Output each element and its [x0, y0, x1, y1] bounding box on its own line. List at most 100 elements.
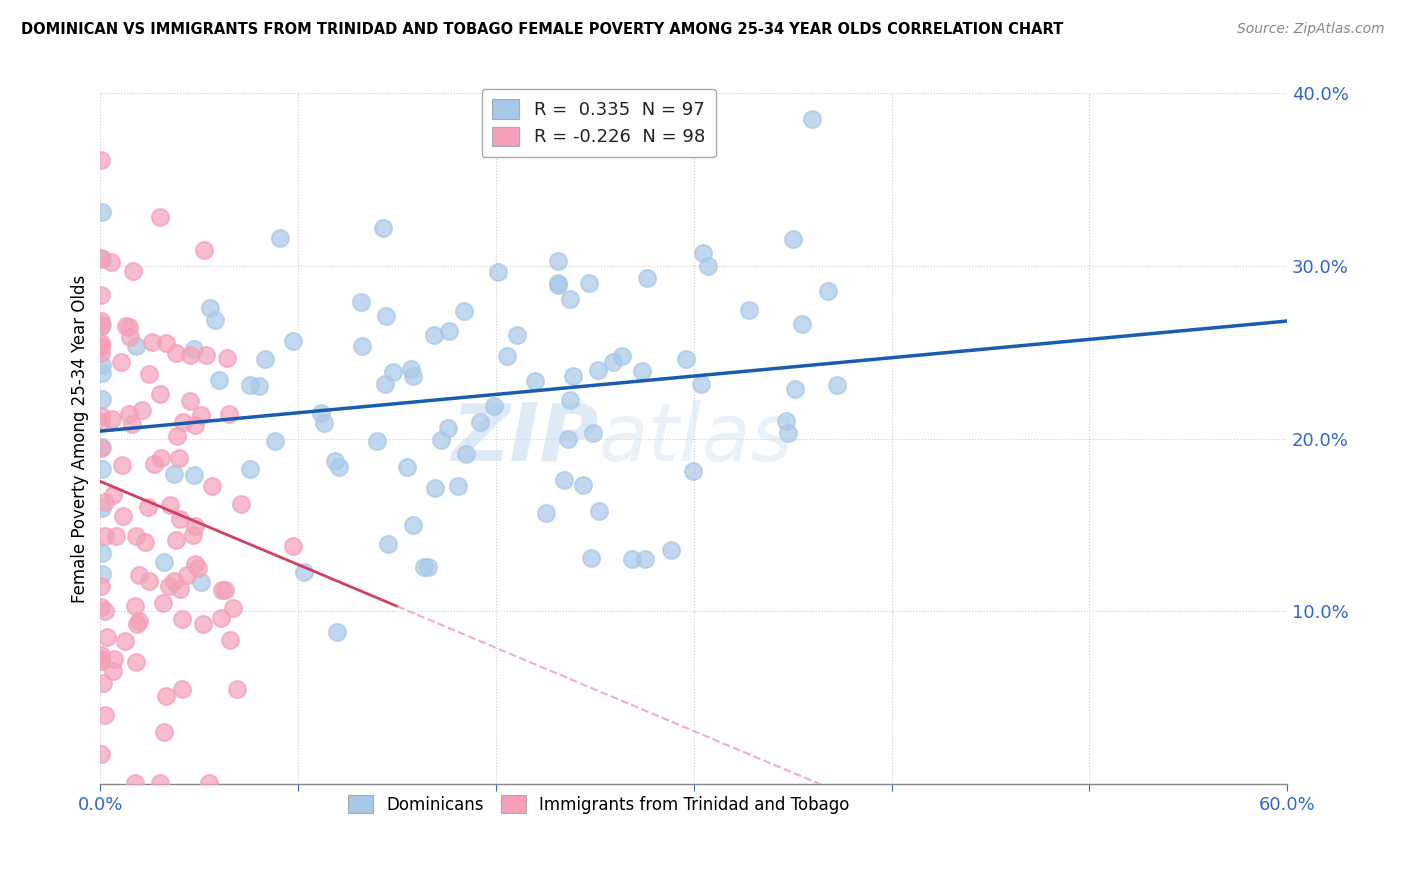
Point — [91, 318, 114, 332]
Point — [193, 243, 215, 257]
Point — [100, 412, 122, 426]
Point — [131, 402, 153, 417]
Point — [118, 407, 141, 421]
Point — [136, 500, 159, 515]
Point — [560, 393, 582, 408]
Point — [328, 460, 350, 475]
Point — [402, 368, 425, 383]
Point — [134, 535, 156, 549]
Point — [578, 276, 600, 290]
Point — [150, 450, 173, 465]
Point — [125, 339, 148, 353]
Point — [323, 454, 346, 468]
Point — [125, 528, 148, 542]
Point — [103, 488, 125, 502]
Point — [371, 221, 394, 235]
Point — [121, 417, 143, 431]
Point — [194, 348, 217, 362]
Point — [690, 376, 713, 391]
Point — [118, 320, 141, 334]
Text: atlas: atlas — [599, 400, 793, 477]
Point — [122, 264, 145, 278]
Point — [682, 464, 704, 478]
Point — [239, 377, 262, 392]
Point — [91, 252, 114, 266]
Point — [100, 255, 122, 269]
Point — [254, 351, 277, 366]
Point — [547, 277, 569, 292]
Point — [447, 479, 470, 493]
Point — [172, 681, 194, 696]
Point — [111, 458, 134, 472]
Point — [94, 604, 117, 618]
Point — [281, 540, 304, 554]
Point — [602, 354, 624, 368]
Point — [562, 369, 585, 384]
Point — [118, 330, 141, 344]
Point — [374, 376, 396, 391]
Point — [181, 528, 204, 542]
Point — [586, 362, 609, 376]
Point — [395, 460, 418, 475]
Point — [176, 568, 198, 582]
Point — [155, 335, 177, 350]
Point — [193, 616, 215, 631]
Point — [620, 551, 643, 566]
Point — [423, 481, 446, 495]
Point — [631, 364, 654, 378]
Point — [581, 551, 603, 566]
Point — [138, 574, 160, 589]
Point — [557, 432, 579, 446]
Point — [90, 345, 112, 359]
Point — [179, 394, 201, 409]
Point — [413, 560, 436, 574]
Point — [486, 265, 509, 279]
Point — [778, 425, 800, 440]
Point — [827, 377, 849, 392]
Point — [90, 579, 112, 593]
Point — [184, 557, 207, 571]
Point — [249, 379, 271, 393]
Point — [325, 624, 347, 639]
Point — [91, 205, 114, 219]
Point — [90, 288, 112, 302]
Point — [187, 561, 209, 575]
Legend: Dominicans, Immigrants from Trinidad and Tobago: Dominicans, Immigrants from Trinidad and… — [339, 785, 859, 823]
Point — [553, 473, 575, 487]
Point — [142, 457, 165, 471]
Point — [222, 601, 245, 615]
Point — [90, 409, 112, 424]
Point — [90, 599, 112, 614]
Point — [547, 277, 569, 291]
Point — [294, 565, 316, 579]
Point — [166, 429, 188, 443]
Point — [162, 467, 184, 482]
Point — [572, 478, 595, 492]
Point — [91, 567, 114, 582]
Point — [775, 414, 797, 428]
Point — [692, 246, 714, 260]
Point — [184, 417, 207, 432]
Text: Source: ZipAtlas.com: Source: ZipAtlas.com — [1237, 22, 1385, 37]
Point — [547, 254, 569, 268]
Point — [675, 351, 697, 366]
Point — [91, 676, 114, 690]
Point — [165, 346, 187, 360]
Point — [169, 512, 191, 526]
Point — [352, 339, 374, 353]
Point — [124, 599, 146, 613]
Point — [152, 596, 174, 610]
Point — [204, 313, 226, 327]
Point — [105, 529, 128, 543]
Point — [659, 542, 682, 557]
Point — [91, 359, 114, 373]
Point — [155, 689, 177, 703]
Point — [103, 652, 125, 666]
Point — [801, 112, 824, 127]
Point — [152, 555, 174, 569]
Point — [90, 442, 112, 456]
Point — [381, 365, 404, 379]
Point — [90, 314, 112, 328]
Point — [90, 654, 112, 668]
Point — [697, 259, 720, 273]
